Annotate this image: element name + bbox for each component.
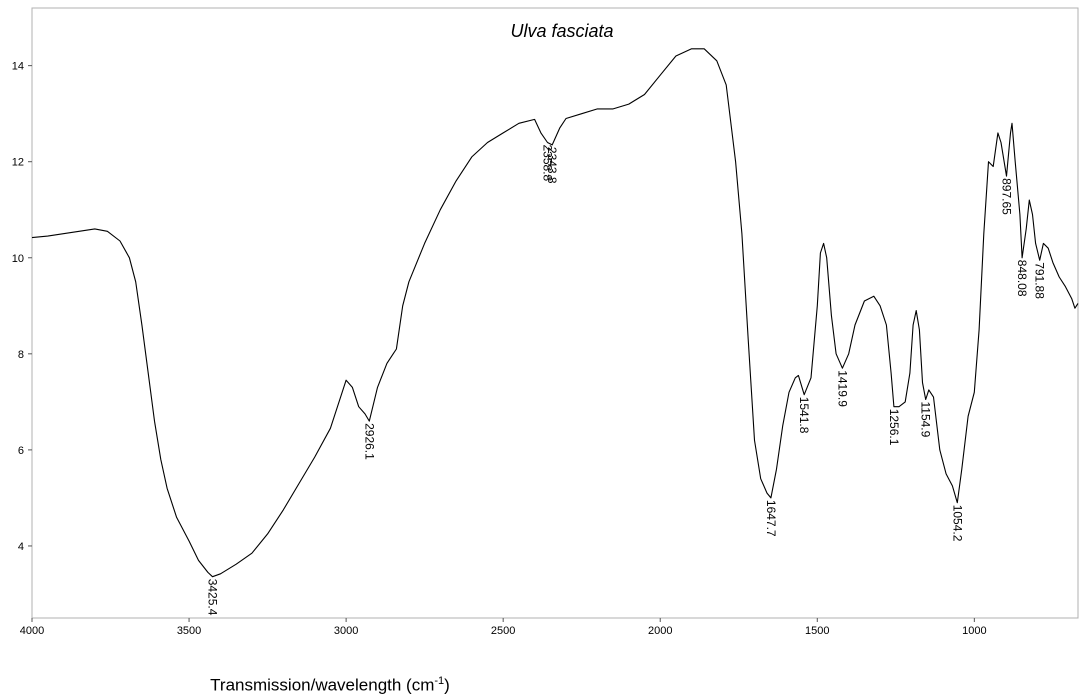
x-tick-label: 2500 (491, 625, 515, 637)
y-tick-label: 4 (18, 541, 24, 553)
spectrum-line (31, 48, 1079, 578)
x-tick-label: 1000 (962, 625, 986, 637)
x-tick-label: 2000 (648, 625, 672, 637)
y-tick-label: 12 (12, 157, 24, 169)
peak-label: 1054.2 (950, 505, 964, 542)
plot-frame (31, 7, 1079, 619)
x-axis-label-text: Transmission/wavelength (cm (210, 675, 435, 695)
peak-label: 897.65 (1000, 178, 1014, 215)
peak-label: 2358.8 (541, 145, 555, 182)
x-axis-label-suffix: ) (444, 675, 450, 695)
y-tick-label: 14 (12, 61, 24, 73)
x-tick-label: 4000 (20, 625, 44, 637)
peak-label: 1419.9 (835, 370, 849, 407)
peak-label: 1154.9 (919, 402, 933, 438)
peak-label: 3425.4 (206, 579, 220, 616)
peak-label: 1541.8 (797, 397, 811, 434)
x-tick-label: 3000 (334, 625, 358, 637)
chart-title: Ulva fasciata (510, 21, 613, 41)
peak-label: 2343.8 (545, 147, 559, 184)
peak-label: 1256.1 (887, 409, 901, 446)
y-tick-label: 6 (18, 445, 24, 457)
x-tick-label: 3500 (177, 625, 201, 637)
peak-label: 848.08 (1015, 260, 1029, 297)
x-tick-label: 1500 (805, 625, 829, 637)
y-tick-label: 8 (18, 349, 24, 361)
y-tick-label: 10 (12, 253, 24, 265)
x-axis-label-superscript: -1 (434, 675, 445, 687)
peak-label: 2926.1 (362, 423, 376, 460)
axes: 4000 3500 3000 2500 2000 1500 1000 4 6 8 10 12 14 (12, 61, 987, 637)
series-group (31, 48, 1079, 578)
peak-label: 1647.7 (764, 500, 778, 537)
peak-label: 791.88 (1033, 262, 1047, 299)
x-axis-label: Transmission/wavelength (cm-1) (0, 675, 660, 696)
